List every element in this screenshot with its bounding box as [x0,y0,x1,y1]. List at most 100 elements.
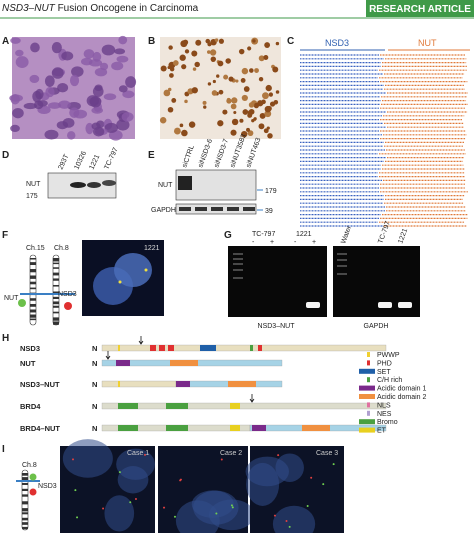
blot-band [179,207,191,211]
rt-sign: + [270,239,274,246]
cell-line-label: 1221 [144,245,160,252]
probe-signal [71,458,74,461]
stained-nucleus [194,61,200,68]
probe-signal [76,516,79,519]
cell-nucleus [47,102,62,109]
rt-sign: + [312,239,316,246]
cell-nucleus [101,44,116,56]
stained-nucleus [238,48,245,55]
domain [302,425,330,431]
stained-nucleus [218,38,224,44]
panel-label: B [148,36,155,47]
chromosome-band [53,258,59,262]
stained-nucleus [207,82,212,86]
probe-signal [231,506,234,509]
breakpoint-arrow [138,336,144,345]
stained-nucleus [267,133,273,139]
cell-nucleus [10,124,20,133]
chromosome-band [53,305,59,308]
lane-label: TC-797 [103,147,119,171]
chromosome-label: Ch.8 [22,462,37,469]
pcr-band [398,302,412,308]
chromosome-band [30,314,36,318]
cell-nucleus [116,55,129,63]
chromosome-label: Ch.15 [26,245,45,252]
marker-label: 175 [26,193,38,200]
domain [170,360,198,366]
case-label: Case 1 [127,450,149,457]
cell-nucleus [30,42,40,53]
domain [116,360,130,366]
stained-nucleus [268,92,274,97]
cell-nucleus [10,37,21,44]
cell-nucleus [61,51,74,61]
cell-texture [9,35,137,141]
probe-signal [179,478,182,481]
legend-label: SET [377,369,391,376]
stained-nucleus [246,127,251,132]
chromosome-label: Ch.8 [54,245,69,252]
legend-label: PWWP [377,352,400,359]
legend-swatch [359,427,375,433]
domain [258,345,262,351]
domain [230,403,240,409]
blot-band [87,182,101,188]
chromosome-band [53,301,59,305]
chromosome-band [22,512,28,515]
stained-nucleus [269,101,276,107]
stained-nucleus [195,39,202,46]
stained-nucleus [231,118,239,126]
cell-nucleus [92,126,105,137]
stained-nucleus [239,118,244,123]
panel-label: I [2,444,5,455]
lane-label: siNUT463 [245,137,262,169]
chromosome-ideograms [29,254,60,326]
protein-name: BRD4–NUT [20,424,60,433]
stained-nucleus [266,126,270,130]
sample-label: 1221 [397,228,409,245]
stained-nucleus [233,111,237,115]
cell-nucleus [32,90,42,103]
stained-nucleus [211,58,215,62]
case-label: Case 3 [316,450,338,457]
stained-nucleus [263,128,269,134]
cell-nucleus [83,49,95,59]
probe-dot [29,473,37,481]
marker-label: 179 [265,188,277,195]
cell-nucleus [23,102,37,110]
stained-nucleus [167,106,174,113]
chromosome-band [22,473,28,476]
stained-nucleus [266,105,272,112]
domain-diagram: NSD3 N NUT N NSD3–NUT N BRD4 N BRD4–NUT N [20,336,387,433]
cell-nucleus [9,94,23,102]
nucleus [245,456,289,487]
stained-nucleus [231,97,238,104]
cell-nucleus [103,93,117,101]
stained-nucleus [264,42,271,48]
probe-dot [29,488,37,496]
cell-nucleus [69,107,80,118]
domain [159,345,165,351]
stained-nucleus [241,130,248,138]
stained-nucleus [272,66,279,73]
sample-label: Water [340,224,353,244]
probe-signal [310,476,313,479]
stained-nucleus [169,73,174,78]
sample-label: TC-797 [252,231,275,238]
probe-signal [118,471,121,474]
stained-nucleus [171,97,177,103]
header-title: NSD3–NUT Fusion Oncogene in Carcinoma [2,3,199,14]
cell-nucleus [118,85,128,93]
ladder [233,253,243,279]
stained-nucleus [262,92,269,100]
n-terminus: N [92,424,97,433]
cell-nucleus [51,41,62,54]
probe-signal [277,454,280,457]
legend-swatch [367,402,370,408]
stained-nucleus [248,108,255,115]
chromosome-band [22,494,28,497]
chromosome-band [30,281,36,285]
probe-signal [74,489,77,492]
cell-nucleus [15,49,24,57]
